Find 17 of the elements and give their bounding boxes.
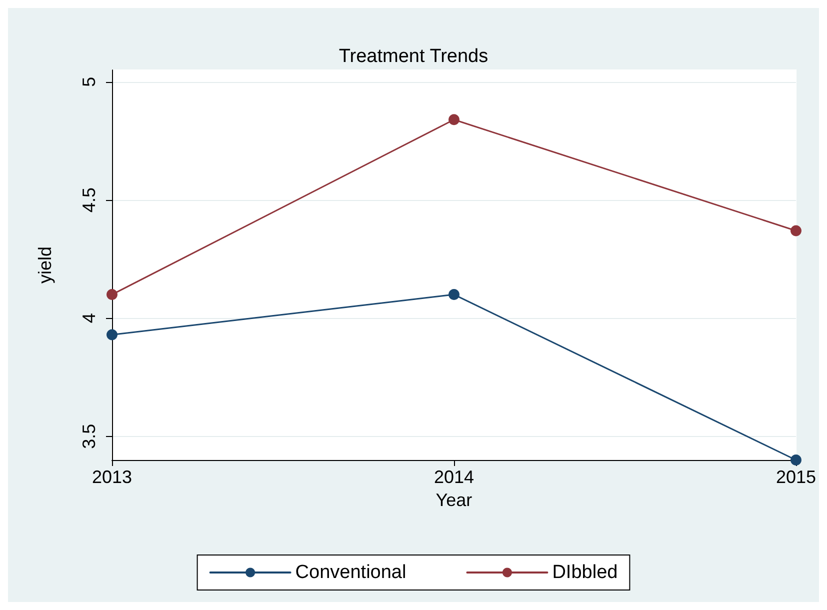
point [790,225,802,236]
legend-label: Conventional [295,562,406,583]
point [106,289,118,300]
x-tick-label: 2014 [434,467,474,487]
chart-title: Treatment Trends [338,46,488,67]
x-axis-title: Year [436,490,472,510]
point [106,329,118,340]
x-tick-label: 2013 [92,467,132,487]
y-axis-title: yield [35,246,55,284]
legend-label: DIbbled [552,562,618,583]
y-tick-label: 5 [79,76,99,87]
point [448,289,460,300]
y-tick-label: 4 [79,313,99,324]
y-tick-label: 3.5 [79,424,99,449]
x-tick-label: 2015 [776,467,816,487]
y-tick-label: 4.5 [79,187,99,213]
point [448,114,460,126]
